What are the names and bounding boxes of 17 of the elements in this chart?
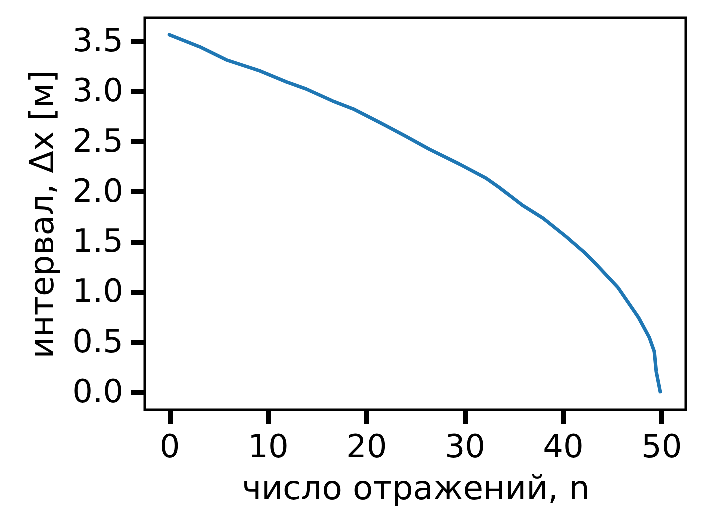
y-tick-label: 0.5	[72, 322, 124, 360]
x-tick-label: 20	[346, 428, 388, 466]
y-tick-label: 1.5	[72, 222, 124, 260]
y-tick-label: 0.0	[72, 372, 124, 410]
y-tick-label: 3.5	[72, 22, 124, 60]
x-tick-label: 0	[160, 428, 180, 466]
y-axis-title: интервал, Δx [м]	[22, 70, 62, 359]
x-tick-label: 50	[642, 428, 682, 466]
y-tick-label: 3.0	[72, 72, 124, 110]
x-tick-label: 10	[248, 428, 289, 466]
x-tick-label: 30	[444, 428, 486, 466]
x-axis-title: число отражений, n	[242, 468, 590, 508]
line-series	[168, 33, 662, 394]
y-tick-label: 1.0	[72, 272, 124, 310]
y-tick-label: 2.5	[72, 122, 124, 160]
y-tick-label: 2.0	[72, 172, 124, 210]
x-tick-label: 40	[543, 428, 584, 466]
